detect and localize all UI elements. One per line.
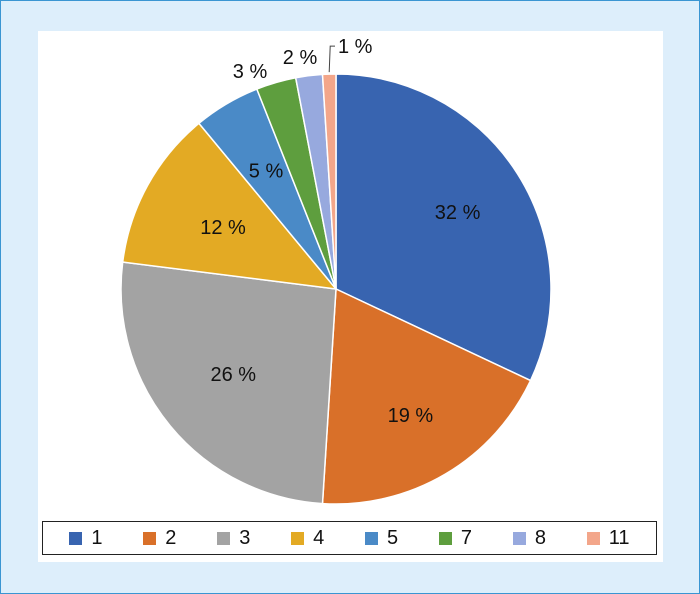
- slice-label-5: 5 %: [249, 161, 284, 183]
- slice-label-2: 19 %: [388, 405, 434, 427]
- legend-label-5: 5: [387, 526, 399, 549]
- leader-line-11: [328, 45, 335, 73]
- slice-label-8: 2 %: [283, 47, 318, 69]
- legend-label-4: 4: [313, 526, 325, 549]
- legend-swatch-5: [365, 531, 379, 545]
- pie-chart: 32 % 19 % 26 % 12 % 5 % 3 % 2 % 1 %: [120, 36, 552, 505]
- slice-label-4: 12 %: [200, 217, 246, 239]
- legend-item-7: 7: [438, 526, 473, 550]
- chart-legend: 1 2 3 4 5 7 8 11: [42, 521, 657, 555]
- legend-label-1: 1: [91, 526, 103, 549]
- legend-item-1: 1: [69, 526, 103, 550]
- legend-item-4: 4: [291, 527, 324, 550]
- pie-slice-4: [121, 122, 338, 290]
- legend-swatch-11: [586, 531, 600, 545]
- slice-label-7: 3 %: [233, 61, 268, 83]
- legend-item-2: 2: [143, 527, 176, 550]
- pie-slice-11: [321, 73, 337, 290]
- legend-item-8: 8: [512, 526, 546, 550]
- legend-item-3: 3: [217, 527, 250, 550]
- slice-label-11: 1 %: [338, 36, 373, 58]
- legend-swatch-3: [217, 531, 231, 545]
- pie-slice-2: [321, 287, 532, 505]
- legend-swatch-7: [438, 531, 452, 545]
- legend-swatch-8: [512, 531, 526, 545]
- legend-item-11: 11: [586, 526, 630, 550]
- pie-slice-3: [120, 261, 337, 505]
- legend-label-11: 11: [608, 526, 630, 549]
- slice-label-1: 32 %: [435, 202, 481, 224]
- legend-label-3: 3: [239, 526, 251, 549]
- slice-label-3: 26 %: [211, 364, 257, 386]
- legend-label-2: 2: [165, 526, 177, 549]
- pie-slice-1: [335, 73, 552, 382]
- legend-swatch-1: [69, 531, 83, 545]
- legend-swatch-4: [291, 531, 305, 545]
- legend-item-5: 5: [365, 527, 398, 550]
- legend-label-7: 7: [460, 526, 473, 549]
- legend-swatch-2: [143, 531, 157, 545]
- chart-panel: 32 % 19 % 26 % 12 % 5 % 3 % 2 % 1 % 1 2 3 4 5 7 8 11: [38, 31, 663, 562]
- legend-label-8: 8: [534, 526, 546, 549]
